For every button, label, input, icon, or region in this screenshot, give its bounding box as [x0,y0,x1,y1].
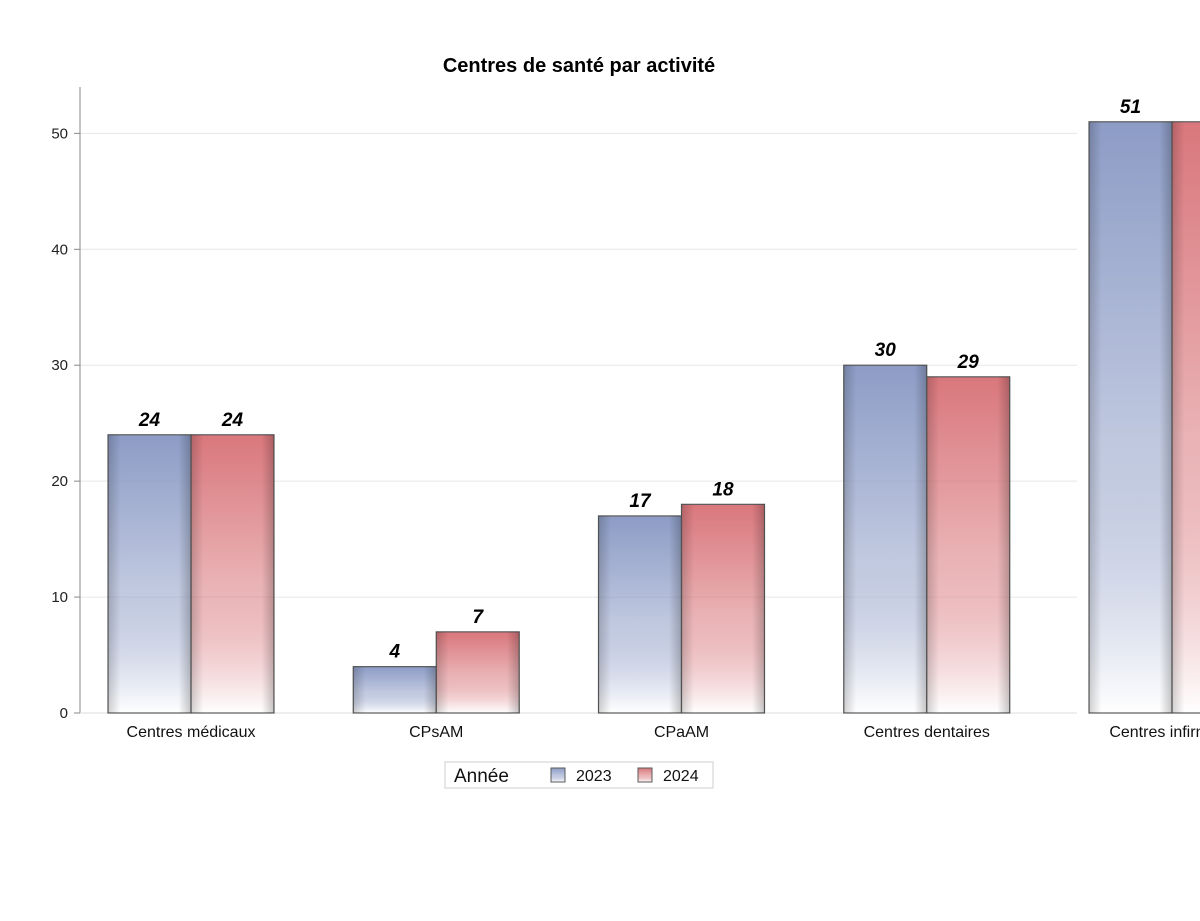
data-label: 51 [1120,97,1141,118]
legend-items: 2023 2024 [550,767,699,785]
category-label: CPsAM [409,724,463,741]
category-label: Centres infirmiers [1109,724,1200,741]
bar-shading [598,515,682,713]
legend-title: Année [454,766,509,787]
bar-shading [1089,121,1172,714]
bars [107,121,1200,714]
y-tick-label: 10 [51,589,68,606]
data-label: 7 [472,607,484,628]
bar-shading [353,666,437,713]
bar-shading [1172,121,1200,714]
data-label: 18 [712,479,734,500]
bar-shading [926,376,1010,713]
data-label: 24 [138,410,161,431]
legend-label: 2023 [576,768,612,785]
data-label: 24 [221,410,244,431]
data-labels: 242447171830295151 [138,97,1141,663]
legend-swatch [550,767,566,783]
category-label: Centres dentaires [864,724,990,741]
y-tick-label: 50 [51,125,68,142]
legend-frame [444,761,714,789]
legend-label: 2024 [663,768,699,785]
bar-shading [436,631,520,713]
y-tick-label: 0 [60,705,68,722]
data-label: 29 [957,352,980,373]
y-tick-label: 20 [51,473,68,490]
y-tick-label: 40 [51,241,68,258]
y-tick-label: 30 [51,357,68,374]
legend: Année 2023 2024 [444,761,714,789]
chart-title: Centres de santé par activité [443,55,715,77]
data-label: 4 [388,642,400,663]
category-label: Centres médicaux [127,724,256,741]
bar-shading [191,434,274,713]
legend-swatch [637,767,653,783]
bar-shading [108,434,191,713]
data-label: 17 [629,491,652,512]
data-label: 30 [875,340,897,361]
bar-shading [843,365,927,713]
category-label: CPaAM [654,724,709,741]
category-labels: Centres médicaux CPsAM CPaAM Centres dentai… [127,724,1200,741]
bar-shading [681,504,765,713]
